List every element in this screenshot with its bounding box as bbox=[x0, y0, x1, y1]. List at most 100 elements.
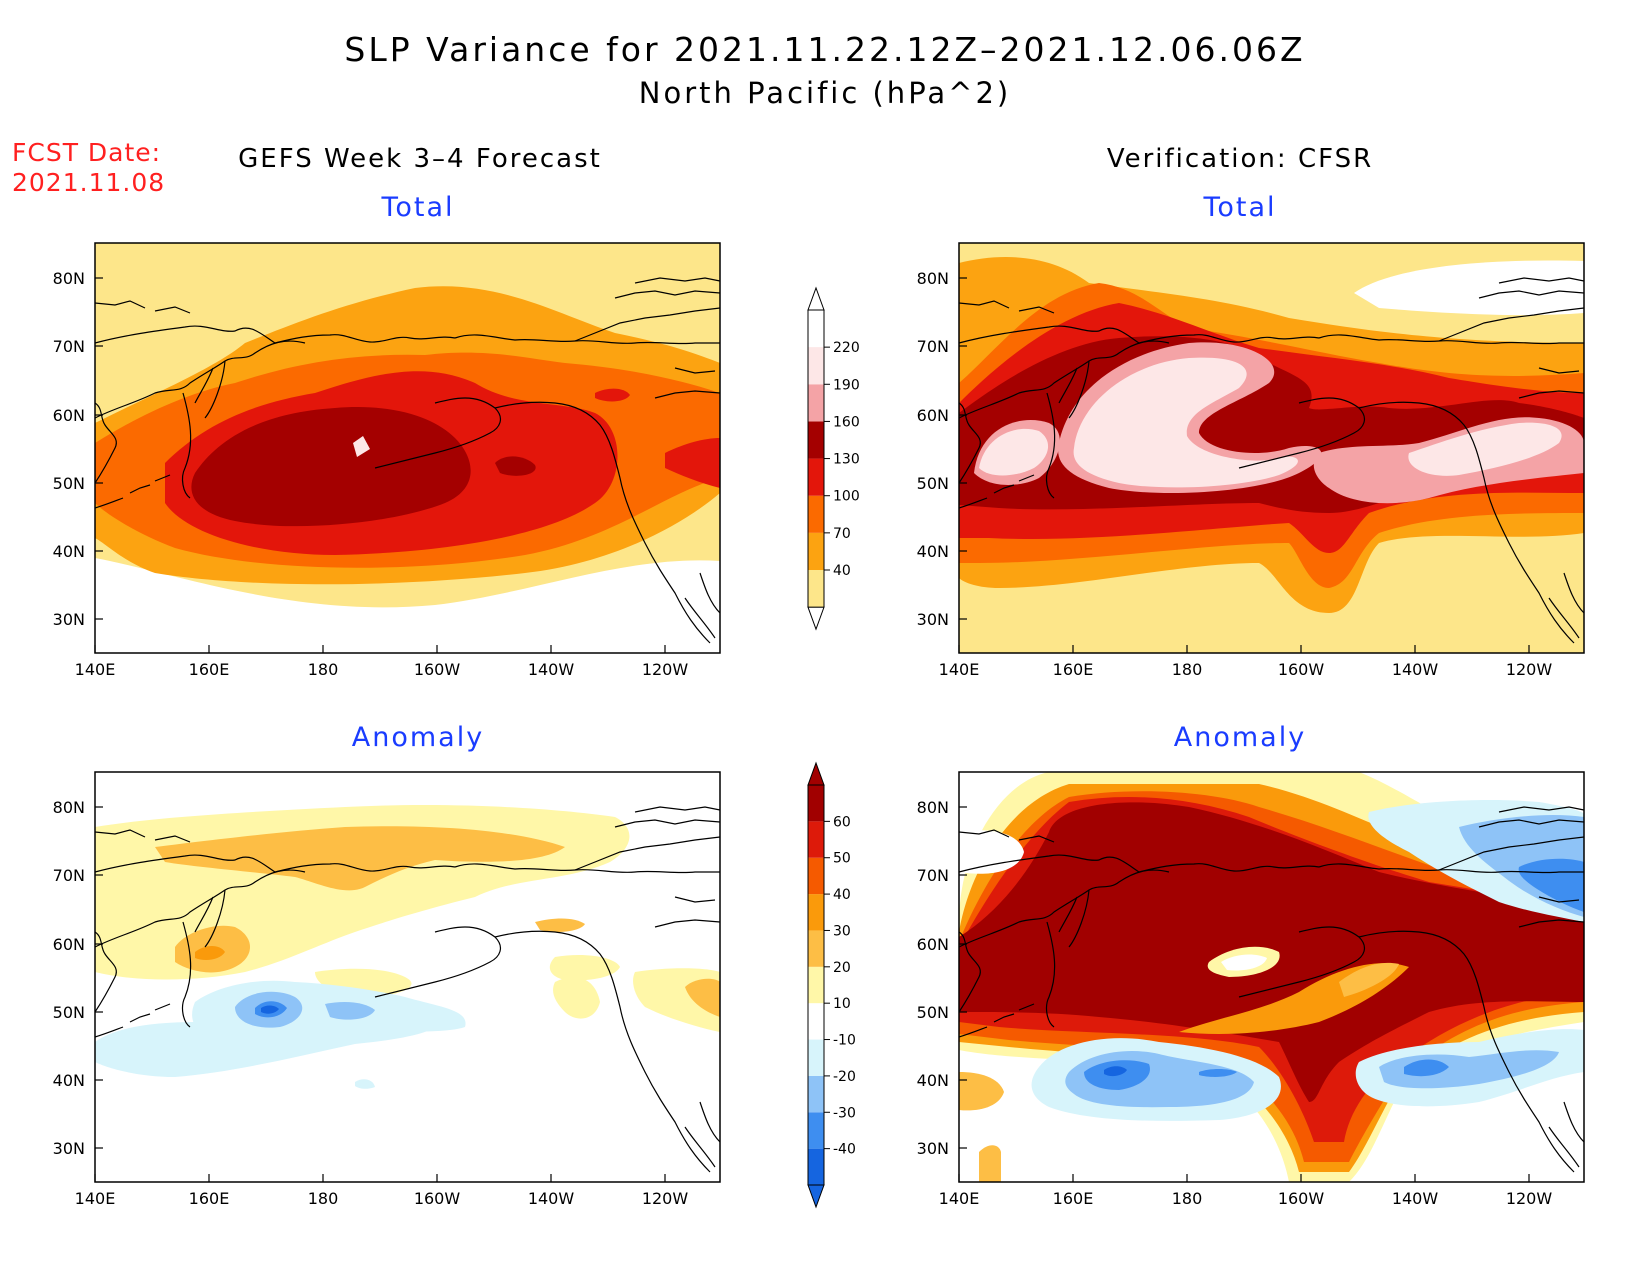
verif-total-x-tick-label: 120W bbox=[1506, 660, 1553, 679]
anomaly-colorbar-swatch bbox=[808, 966, 824, 1004]
verif-total-x-tick-label: 180 bbox=[1172, 660, 1203, 679]
anomaly-colorbar-swatch bbox=[808, 1075, 824, 1113]
total-colorbar-swatch bbox=[808, 495, 824, 533]
verif-anomaly-y-tick-label: 50N bbox=[917, 1003, 949, 1022]
forecast-total-y-tick-label: 80N bbox=[53, 269, 85, 288]
verif-total-x-tick-label: 160W bbox=[1278, 660, 1325, 679]
anomaly-colorbar-swatch bbox=[808, 894, 824, 931]
forecast-total-y-tick-label: 60N bbox=[53, 406, 85, 425]
anomaly-colorbar-label: -40 bbox=[833, 1142, 856, 1158]
total-colorbar-label: 40 bbox=[833, 563, 851, 579]
verif-anomaly-y-tick-label: 70N bbox=[917, 866, 949, 885]
forecast-total-label: Total bbox=[381, 192, 455, 223]
total-colorbar-label: 70 bbox=[833, 526, 851, 542]
forecast-total-x-tick-label: 140E bbox=[75, 660, 116, 679]
verif-anomaly-x-tick-label: 180 bbox=[1172, 1189, 1203, 1208]
verif-total-y-tick-label: 80N bbox=[917, 269, 949, 288]
verif-anomaly-x-tick-label: 120W bbox=[1506, 1189, 1553, 1208]
verif-anomaly-x-tick-label: 140W bbox=[1392, 1189, 1439, 1208]
forecast-total-x-tick-label: 160E bbox=[189, 660, 230, 679]
anomaly-colorbar-label: 40 bbox=[833, 887, 851, 903]
forecast-anomaly-x-tick-label: 160E bbox=[189, 1189, 230, 1208]
total-colorbar-swatch bbox=[808, 570, 824, 608]
anomaly-colorbar-label: -30 bbox=[833, 1105, 856, 1121]
forecast-anomaly-y-tick-label: 40N bbox=[53, 1071, 85, 1090]
verif-total-y-tick-label: 30N bbox=[917, 610, 949, 629]
verif-anomaly-label: Anomaly bbox=[1173, 722, 1307, 753]
anomaly-colorbar-label: -10 bbox=[833, 1033, 856, 1049]
forecast-total-x-tick-label: 160W bbox=[414, 660, 461, 679]
forecast-anomaly-y-tick-label: 70N bbox=[53, 866, 85, 885]
verif-anomaly-x-tick-label: 160W bbox=[1278, 1189, 1325, 1208]
forecast-total-y-tick-label: 40N bbox=[53, 542, 85, 561]
total-colorbar-swatch bbox=[808, 421, 824, 459]
verif-anomaly-y-tick-label: 60N bbox=[917, 935, 949, 954]
anomaly-colorbar-bottom-arrow bbox=[807, 1184, 825, 1209]
forecast-anomaly-y-tick-label: 60N bbox=[53, 935, 85, 954]
anomaly-colorbar-swatch bbox=[808, 1112, 824, 1149]
total-colorbar-swatch bbox=[808, 532, 824, 570]
anomaly-colorbar-label: -20 bbox=[833, 1069, 856, 1085]
verif-total-y-tick-label: 40N bbox=[917, 542, 949, 561]
forecast-anomaly-y-tick-label: 80N bbox=[53, 798, 85, 817]
anomaly-colorbar-label: 60 bbox=[833, 814, 851, 830]
verif-anomaly-y-tick-label: 40N bbox=[917, 1071, 949, 1090]
forecast-total-x-tick-label: 180 bbox=[308, 660, 339, 679]
anomaly-colorbar-swatch bbox=[808, 821, 824, 858]
verif-anomaly-y-tick-label: 80N bbox=[917, 798, 949, 817]
forecast-anomaly-y-tick-label: 50N bbox=[53, 1003, 85, 1022]
forecast-total-y-tick-label: 50N bbox=[53, 474, 85, 493]
fcst-date-label: FCST Date: bbox=[12, 138, 162, 167]
figure-title: SLP Variance for 2021.11.22.12Z–2021.12.… bbox=[344, 30, 1306, 69]
anomaly-colorbar-swatch bbox=[808, 857, 824, 895]
verif-total-label: Total bbox=[1203, 192, 1277, 223]
forecast-total-x-tick-label: 120W bbox=[642, 660, 689, 679]
total-colorbar-swatch bbox=[808, 458, 824, 496]
fcst-date-value: 2021.11.08 bbox=[12, 168, 166, 197]
verif-total-x-tick-label: 160E bbox=[1053, 660, 1094, 679]
forecast-anomaly-x-tick-label: 140E bbox=[75, 1189, 116, 1208]
total-colorbar-swatch bbox=[808, 347, 824, 385]
verif-anomaly-x-tick-label: 140E bbox=[939, 1189, 980, 1208]
figure-subtitle: North Pacific (hPa^2) bbox=[638, 76, 1012, 110]
forecast-anomaly-map bbox=[94, 771, 721, 1183]
verif-anomaly-x-tick-label: 160E bbox=[1053, 1189, 1094, 1208]
anomaly-colorbar-outline bbox=[807, 784, 825, 1186]
verif-total-y-tick-label: 70N bbox=[917, 337, 949, 356]
forecast-total-y-tick-label: 30N bbox=[53, 610, 85, 629]
forecast-total-y-tick-label: 70N bbox=[53, 337, 85, 356]
verif-anomaly-y-tick-label: 30N bbox=[917, 1139, 949, 1158]
forecast-anomaly-x-tick-label: 180 bbox=[308, 1189, 339, 1208]
verif-total-x-tick-label: 140E bbox=[939, 660, 980, 679]
total-colorbar-label: 160 bbox=[833, 414, 860, 430]
forecast-column-title: GEFS Week 3–4 Forecast bbox=[238, 144, 602, 174]
verif-total-x-tick-label: 140W bbox=[1392, 660, 1439, 679]
anomaly-colorbar-swatch bbox=[808, 930, 824, 967]
anomaly-colorbar-swatch bbox=[808, 1003, 824, 1040]
total-colorbar-label: 220 bbox=[833, 340, 860, 356]
verif-anomaly-map bbox=[958, 771, 1585, 1183]
total-colorbar-swatch bbox=[808, 384, 824, 422]
total-colorbar-label: 190 bbox=[833, 377, 860, 393]
total-colorbar-label: 100 bbox=[833, 489, 860, 505]
forecast-anomaly-y-tick-label: 30N bbox=[53, 1139, 85, 1158]
anomaly-colorbar-label: 30 bbox=[833, 923, 851, 939]
anomaly-colorbar-swatch bbox=[808, 1039, 824, 1076]
anomaly-colorbar-swatch bbox=[808, 1148, 824, 1185]
anomaly-colorbar-label: 50 bbox=[833, 851, 851, 867]
anomaly-colorbar-label: 20 bbox=[833, 960, 851, 976]
total-colorbar: 40 70 100 130 160 190 220 bbox=[807, 286, 860, 631]
total-colorbar-label: 130 bbox=[833, 452, 860, 468]
verif-total-y-tick-label: 50N bbox=[917, 474, 949, 493]
total-colorbar-top-arrow bbox=[807, 286, 825, 311]
anomaly-colorbar-label: 10 bbox=[833, 996, 851, 1012]
forecast-total-x-tick-label: 140W bbox=[528, 660, 575, 679]
anomaly-colorbar-top-arrow bbox=[807, 761, 825, 786]
forecast-anomaly-x-tick-label: 120W bbox=[642, 1189, 689, 1208]
forecast-anomaly-label: Anomaly bbox=[351, 722, 485, 753]
forecast-anomaly-x-tick-label: 140W bbox=[528, 1189, 575, 1208]
verif-total-map bbox=[958, 242, 1585, 654]
forecast-anomaly-x-tick-label: 160W bbox=[414, 1189, 461, 1208]
verif-total-y-tick-label: 60N bbox=[917, 406, 949, 425]
